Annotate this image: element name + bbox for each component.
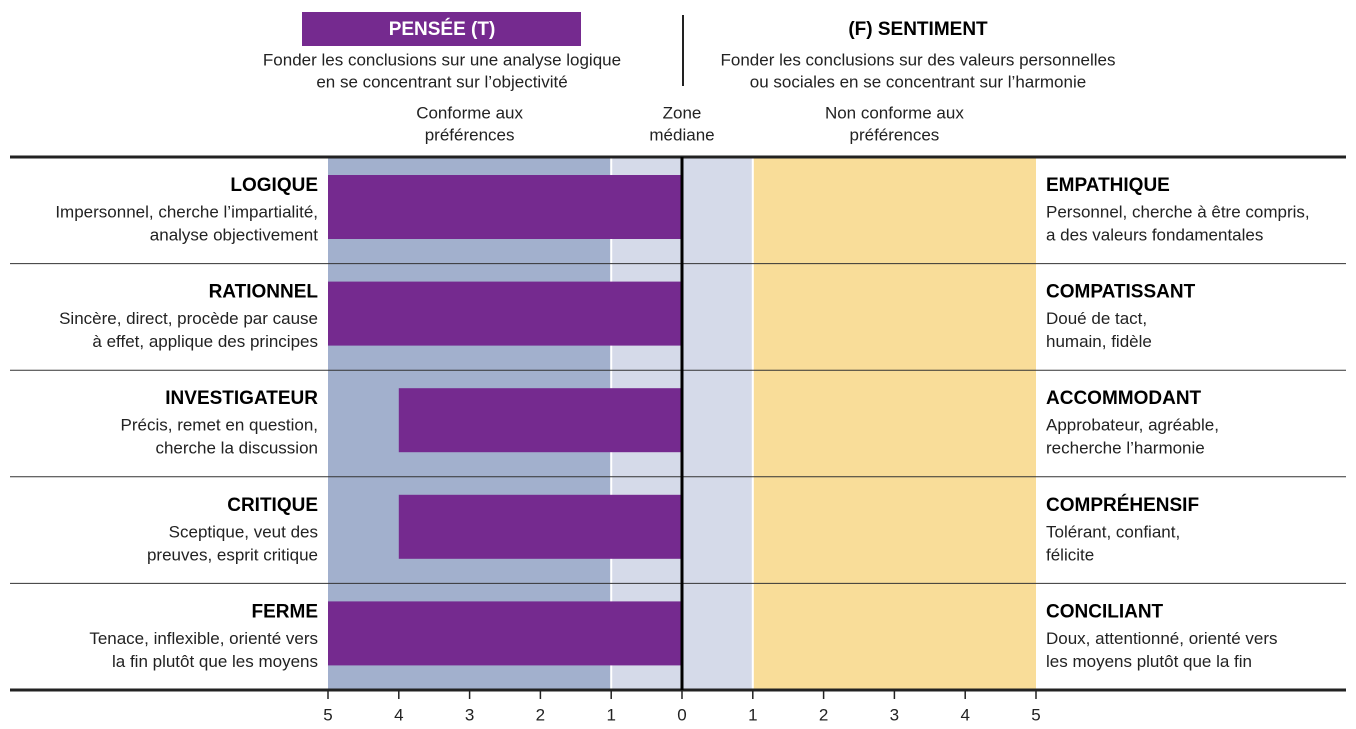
right-description: a des valeurs fondamentales: [1046, 225, 1263, 244]
right-label: ACCOMMODANT: [1046, 388, 1202, 409]
x-tick-label: 1: [748, 705, 757, 724]
left-label: INVESTIGATEUR: [165, 388, 318, 409]
right-description: Doué de tact,: [1046, 309, 1147, 328]
zone: [752, 157, 1036, 690]
x-tick-label: 1: [606, 705, 615, 724]
right-label: EMPATHIQUE: [1046, 175, 1170, 196]
pole-title: (F) SENTIMENT: [848, 19, 988, 40]
right-description: les moyens plutôt que la fin: [1046, 652, 1252, 671]
left-description: Impersonnel, cherche l’impartialité,: [55, 202, 318, 221]
x-tick-label: 0: [677, 705, 686, 724]
zone-label: Zone: [663, 103, 702, 122]
bar: [328, 601, 682, 666]
left-description: Tenace, inflexible, orienté vers: [89, 629, 318, 648]
x-tick-label: 3: [465, 705, 474, 724]
bar: [328, 175, 682, 239]
left-description: Sincère, direct, procède par cause: [59, 309, 318, 328]
right-label: COMPATISSANT: [1046, 282, 1196, 303]
left-label: FERME: [252, 601, 319, 622]
zone-label: Conforme aux: [416, 103, 523, 122]
pole-description: en se concentrant sur l’objectivité: [316, 72, 567, 91]
left-description: Sceptique, veut des: [169, 522, 318, 541]
bar: [328, 281, 682, 346]
pole-description: Fonder les conclusions sur une analyse l…: [263, 50, 621, 69]
x-tick-label: 3: [890, 705, 899, 724]
bar: [398, 388, 682, 453]
x-tick-label: 2: [819, 705, 828, 724]
left-label: CRITIQUE: [227, 495, 318, 516]
zone-label: Non conforme aux: [825, 103, 964, 122]
left-label: RATIONNEL: [209, 282, 319, 303]
right-description: recherche l’harmonie: [1046, 439, 1205, 458]
x-tick-label: 4: [960, 705, 969, 724]
zone-label: médiane: [649, 125, 714, 144]
left-description: la fin plutôt que les moyens: [112, 652, 318, 671]
left-label: LOGIQUE: [230, 175, 318, 196]
right-label: CONCILIANT: [1046, 601, 1164, 622]
right-label: COMPRÉHENSIF: [1046, 494, 1199, 516]
right-description: félicite: [1046, 545, 1094, 564]
zone-label: préférences: [850, 125, 940, 144]
x-tick-label: 2: [536, 705, 545, 724]
pole-description: Fonder les conclusions sur des valeurs p…: [721, 50, 1116, 69]
right-description: Tolérant, confiant,: [1046, 522, 1180, 541]
pole-description: ou sociales en se concentrant sur l’harm…: [750, 72, 1086, 91]
right-description: Personnel, cherche à être compris,: [1046, 202, 1310, 221]
pole-title: PENSÉE (T): [389, 18, 496, 40]
left-description: à effet, applique des principes: [92, 332, 318, 351]
zone-label: préférences: [425, 125, 515, 144]
x-tick-label: 5: [323, 705, 332, 724]
right-description: Approbateur, agréable,: [1046, 416, 1219, 435]
bar: [398, 494, 682, 559]
left-description: Précis, remet en question,: [121, 416, 318, 435]
left-description: analyse objectivement: [150, 225, 318, 244]
left-description: preuves, esprit critique: [147, 545, 318, 564]
pole-title-box: [302, 12, 581, 46]
right-description: humain, fidèle: [1046, 332, 1152, 351]
left-description: cherche la discussion: [155, 439, 318, 458]
x-tick-label: 4: [394, 705, 403, 724]
x-tick-label: 5: [1031, 705, 1040, 724]
right-description: Doux, attentionné, orienté vers: [1046, 629, 1278, 648]
